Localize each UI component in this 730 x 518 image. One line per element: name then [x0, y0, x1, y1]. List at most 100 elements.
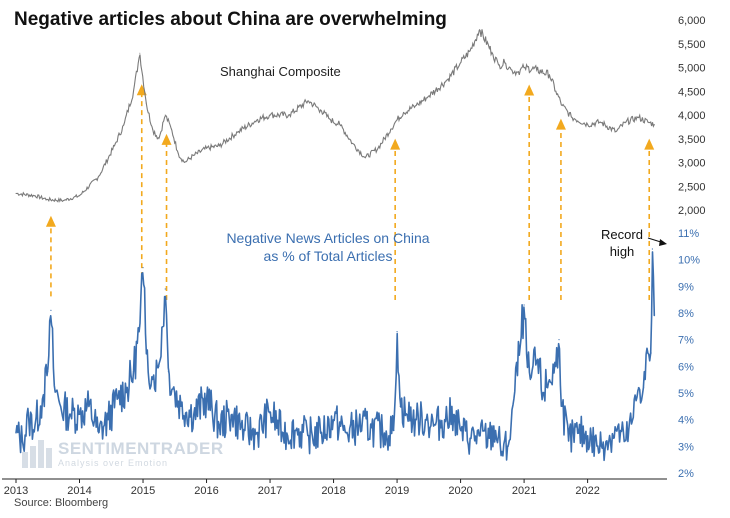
- shanghai-data-point: [177, 152, 179, 154]
- shanghai-tick-label: 5,000: [678, 63, 706, 75]
- shanghai-data-point: [132, 90, 134, 92]
- news-data-point: [651, 248, 653, 250]
- x-tick-label: 2020: [448, 485, 472, 497]
- news-data-point: [139, 325, 141, 327]
- news-data-point: [345, 432, 347, 434]
- x-tick-label: 2016: [194, 485, 218, 497]
- news-data-point: [244, 429, 246, 431]
- shanghai-data-point: [479, 29, 481, 30]
- news-data-point: [637, 387, 640, 389]
- shanghai-tick-label: 2,000: [678, 205, 706, 217]
- shanghai-data-point: [339, 124, 341, 125]
- shanghai-data-point: [510, 69, 512, 71]
- news-tick-label: 3%: [678, 441, 694, 453]
- shanghai-data-point: [98, 176, 100, 178]
- news-data-point: [542, 392, 544, 394]
- watermark-tagline: Analysis over Emotion: [58, 458, 168, 468]
- shanghai-data-point: [158, 138, 160, 140]
- shanghai-tick-label: 3,000: [678, 158, 706, 170]
- news-data-point: [526, 365, 528, 367]
- news-tick-label: 6%: [678, 361, 694, 373]
- news-data-point: [47, 371, 49, 373]
- news-data-point: [15, 432, 17, 434]
- shanghai-data-point: [504, 62, 506, 64]
- shanghai-tick-label: 5,500: [678, 39, 706, 51]
- news-data-point: [529, 379, 532, 381]
- news-data-point: [444, 419, 446, 421]
- shanghai-data-point: [206, 147, 208, 149]
- news-data-point: [107, 419, 109, 421]
- news-data-point: [625, 440, 627, 442]
- shanghai-series-line: [15, 29, 655, 203]
- shanghai-data-point: [288, 114, 290, 116]
- x-tick-label: 2013: [4, 485, 28, 497]
- news-data-point: [561, 405, 563, 407]
- news-data-point: [218, 424, 220, 426]
- shanghai-data-point: [498, 64, 500, 66]
- shanghai-data-point: [256, 119, 258, 121]
- news-data-point: [69, 413, 71, 415]
- x-tick-label: 2019: [385, 485, 409, 497]
- shanghai-data-point: [447, 78, 449, 80]
- shanghai-data-point: [555, 90, 557, 92]
- shanghai-data-point: [599, 121, 601, 123]
- news-data-point: [434, 424, 436, 426]
- news-data-point: [647, 352, 649, 354]
- news-data-point: [174, 392, 176, 394]
- shanghai-data-point: [329, 119, 331, 121]
- news-data-point: [193, 413, 195, 415]
- news-data-point: [269, 411, 271, 413]
- news-data-point: [507, 445, 509, 447]
- series-lines: [15, 29, 656, 462]
- shanghai-series-label: Shanghai Composite: [220, 64, 341, 79]
- news-data-point: [294, 429, 297, 431]
- news-tick-label: 10%: [678, 255, 700, 267]
- arrow-head-icon: [45, 215, 56, 227]
- shanghai-data-point: [269, 114, 271, 116]
- watermark-name: SENTIMENTRADER: [58, 439, 224, 458]
- news-data-point: [117, 397, 119, 399]
- news-data-point: [383, 432, 385, 434]
- news-data-point: [615, 429, 617, 431]
- x-tick-label: 2014: [67, 485, 91, 497]
- news-data-point: [50, 309, 52, 311]
- shanghai-data-point: [469, 50, 471, 52]
- shanghai-data-point: [320, 109, 322, 111]
- news-data-point: [164, 288, 166, 290]
- shanghai-data-point: [390, 128, 392, 130]
- news-tick-label: 5%: [678, 388, 694, 400]
- x-tick-label: 2018: [321, 485, 345, 497]
- news-data-point: [145, 352, 147, 354]
- news-data-point: [523, 304, 525, 306]
- news-data-point: [158, 365, 160, 367]
- shanghai-data-point: [415, 105, 417, 106]
- news-data-point: [536, 360, 538, 362]
- x-tick-label: 2015: [131, 485, 155, 497]
- shanghai-data-point: [460, 62, 462, 64]
- watermark: SENTIMENTRADER Analysis over Emotion: [22, 439, 224, 468]
- news-data-point: [332, 419, 335, 421]
- news-data-point: [406, 413, 408, 415]
- shanghai-data-point: [79, 195, 81, 197]
- news-data-point: [320, 432, 322, 434]
- shanghai-data-point: [517, 71, 519, 73]
- news-data-point: [282, 432, 284, 434]
- x-tick-label: 2021: [512, 485, 536, 497]
- news-data-point: [396, 331, 398, 333]
- news-series-line: [15, 251, 656, 462]
- shanghai-data-point: [491, 52, 493, 54]
- news-series-label-line2: as % of Total Articles: [264, 248, 393, 264]
- shanghai-data-point: [63, 200, 65, 201]
- shanghai-tick-label: 2,500: [678, 181, 706, 193]
- x-tick-label: 2022: [575, 485, 599, 497]
- news-data-point: [371, 427, 373, 429]
- news-tick-label: 11%: [678, 228, 699, 240]
- shanghai-tick-label: 4,000: [678, 110, 706, 122]
- arrow-head-icon: [161, 133, 172, 145]
- news-data-point: [88, 405, 90, 407]
- shanghai-data-point: [145, 102, 147, 104]
- shanghai-data-point: [307, 100, 309, 102]
- shanghai-data-point: [47, 199, 49, 201]
- shanghai-data-point: [193, 154, 195, 156]
- news-data-point: [520, 339, 522, 341]
